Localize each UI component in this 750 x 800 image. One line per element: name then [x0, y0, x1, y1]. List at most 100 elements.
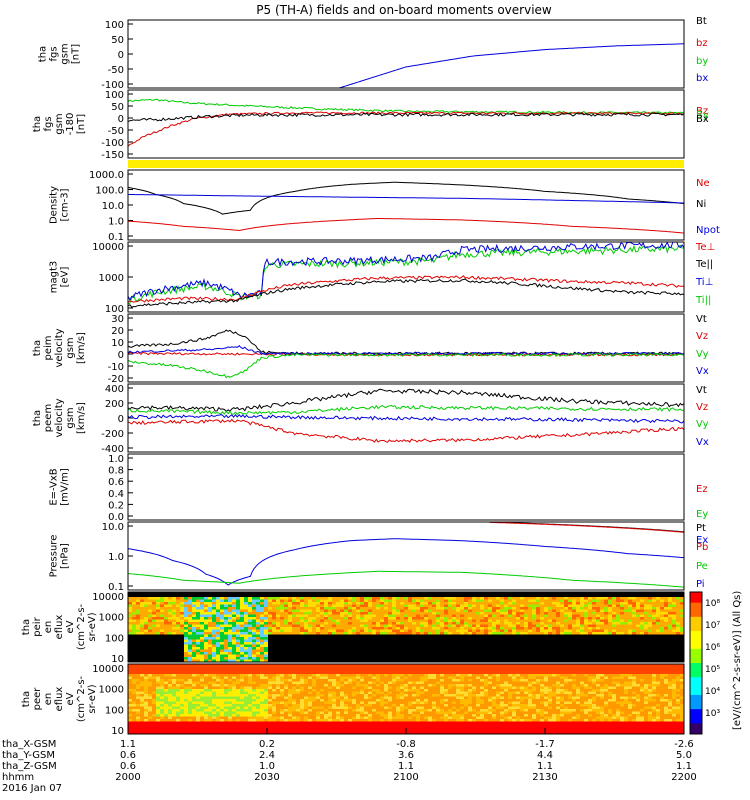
- legend-entry: by: [696, 56, 708, 67]
- panel-ylabel: tha: [21, 691, 32, 707]
- legend-entry: Vz: [696, 402, 708, 413]
- panel-ylabel: -180: [65, 113, 76, 136]
- colorbar-tick: 10⁴: [705, 687, 720, 697]
- x-tick-label: 2100: [393, 772, 418, 783]
- legend-entry: Ti||: [695, 295, 711, 306]
- x-tick-label: -0.8: [396, 739, 416, 750]
- panel-ylabel: sr-eV): [87, 612, 98, 641]
- series-line-3: [128, 218, 684, 234]
- panel-traces: [128, 98, 684, 147]
- y-tick-label: 10: [111, 654, 124, 665]
- panel-ylabel: [km/s]: [76, 402, 87, 434]
- y-tick-label: 100: [105, 304, 124, 315]
- y-tick-label: 100: [105, 90, 124, 101]
- status-bar: [128, 160, 684, 168]
- y-tick-label: 0.0: [108, 512, 124, 523]
- y-tick-label: 0: [118, 50, 124, 61]
- x-row-label: tha_Z-GSM: [2, 761, 57, 772]
- panel-9: Pressure [nPa] 10.0 1.0 0.1 Pt Pb Pe Pi: [49, 521, 708, 593]
- colorbar-tick: 10⁸: [705, 599, 720, 609]
- panel-ylabel: (cm^2-s-: [76, 603, 87, 650]
- x-tick-label: 2200: [671, 772, 696, 783]
- y-tick-label: 1000: [99, 685, 124, 696]
- legend-entry: Pt: [696, 523, 706, 534]
- panel-ylabel: tha: [38, 46, 49, 62]
- panel-ylabel: peem: [43, 404, 54, 432]
- y-tick-label: 10: [111, 726, 124, 737]
- series-line-1: [339, 43, 684, 88]
- panel-11: tha peer en eflux eV (cm^2-s-sr-eV) 10000 1000 1…: [21, 663, 685, 737]
- y-tick-label: 0: [118, 414, 124, 425]
- legend-entry: Vy: [696, 419, 709, 430]
- panel-frame: [127, 169, 685, 241]
- legend-entry: Vx: [696, 437, 709, 448]
- panel-ylabel: peer: [32, 687, 43, 711]
- y-tick-label: 100: [105, 705, 124, 716]
- legend-entry: Pb: [696, 542, 708, 553]
- panel-ylabel: tha: [32, 340, 43, 356]
- panel-8: E=-VxB [mV/m] 1.00.80.60.40.20.0 Ez Ey Ex: [49, 453, 708, 546]
- x-tick-label: 3.6: [398, 750, 414, 761]
- x-tick-label: -2.6: [674, 739, 694, 750]
- y-tick-label: -100: [101, 80, 124, 91]
- panel-ylabel: [nT]: [76, 114, 87, 134]
- panel-ylabel: peir: [32, 616, 43, 636]
- y-tick-label: 100.0: [95, 186, 124, 197]
- panel-frame: [127, 383, 685, 453]
- x-tick-label: 0.6: [120, 750, 136, 761]
- panel-ylabel: peim: [43, 335, 54, 360]
- panel-ylabel: [nT]: [71, 44, 82, 64]
- legend-entry: Bz: [696, 106, 708, 117]
- panel-traces: [128, 388, 684, 443]
- x-tick-label: 1.1: [398, 761, 414, 772]
- panel-ylabel: gsm: [65, 337, 76, 358]
- panel-ylabel: [cm-3]: [60, 188, 71, 221]
- panel-ylabel: gsm: [60, 43, 71, 64]
- legend-entry: Te⊥: [695, 242, 715, 253]
- panel-ylabel: fgs: [49, 46, 60, 61]
- panel-ylabel: eV: [65, 620, 76, 633]
- panel-ylabel: tha: [32, 410, 43, 426]
- y-tick-label: 20: [111, 326, 124, 337]
- y-tick-label: -20: [108, 374, 124, 385]
- legend-entry: Pe: [696, 561, 708, 572]
- panel-ylabel: gsm: [54, 113, 65, 134]
- y-tick-label: 0.1: [108, 582, 124, 593]
- legend-entry: Vy: [696, 349, 709, 360]
- y-tick-label: 10: [111, 338, 124, 349]
- panel-frame: [127, 591, 685, 663]
- panel-frame: [127, 19, 685, 89]
- y-tick-label: 1.0: [108, 217, 124, 228]
- panel-7: tha peem velocity gsm [km/s] 400 200 0 -200 -400 V…: [32, 383, 709, 455]
- x-axis-date: 2016 Jan 07: [2, 783, 62, 794]
- panel-frame: [127, 313, 685, 383]
- panel-ylabel: tha: [32, 116, 43, 132]
- panel-traces: [128, 242, 684, 308]
- legend-entry: Ex: [696, 535, 708, 546]
- y-tick-label: 10.0: [102, 522, 124, 533]
- series-line-2: [489, 522, 684, 533]
- x-tick-label: 2130: [532, 772, 557, 783]
- series-line-2: [128, 404, 684, 416]
- series-line-1: [128, 181, 684, 215]
- x-tick-label: 1.1: [537, 761, 553, 772]
- legend-entry: By: [696, 110, 709, 121]
- y-tick-label: -200: [101, 429, 124, 440]
- y-tick-label: 0.6: [108, 477, 124, 488]
- panel-ylabel: sr-eV): [87, 684, 98, 713]
- y-tick-label: 1.0: [108, 454, 124, 465]
- y-tick-label: 400: [105, 384, 124, 395]
- panel-traces: [128, 181, 684, 234]
- legend-entry: Ey: [696, 509, 708, 520]
- legend-entry: Ez: [696, 484, 708, 495]
- y-tick-label: 100: [105, 633, 124, 644]
- legend-entry: Npot: [696, 225, 720, 236]
- panel-ylabel: Density: [49, 186, 60, 224]
- series-line-4: [128, 418, 684, 443]
- panel-ylabel: en: [43, 693, 54, 706]
- y-tick-label: 1000: [99, 273, 124, 284]
- x-row-label: tha_Y-GSM: [2, 750, 55, 761]
